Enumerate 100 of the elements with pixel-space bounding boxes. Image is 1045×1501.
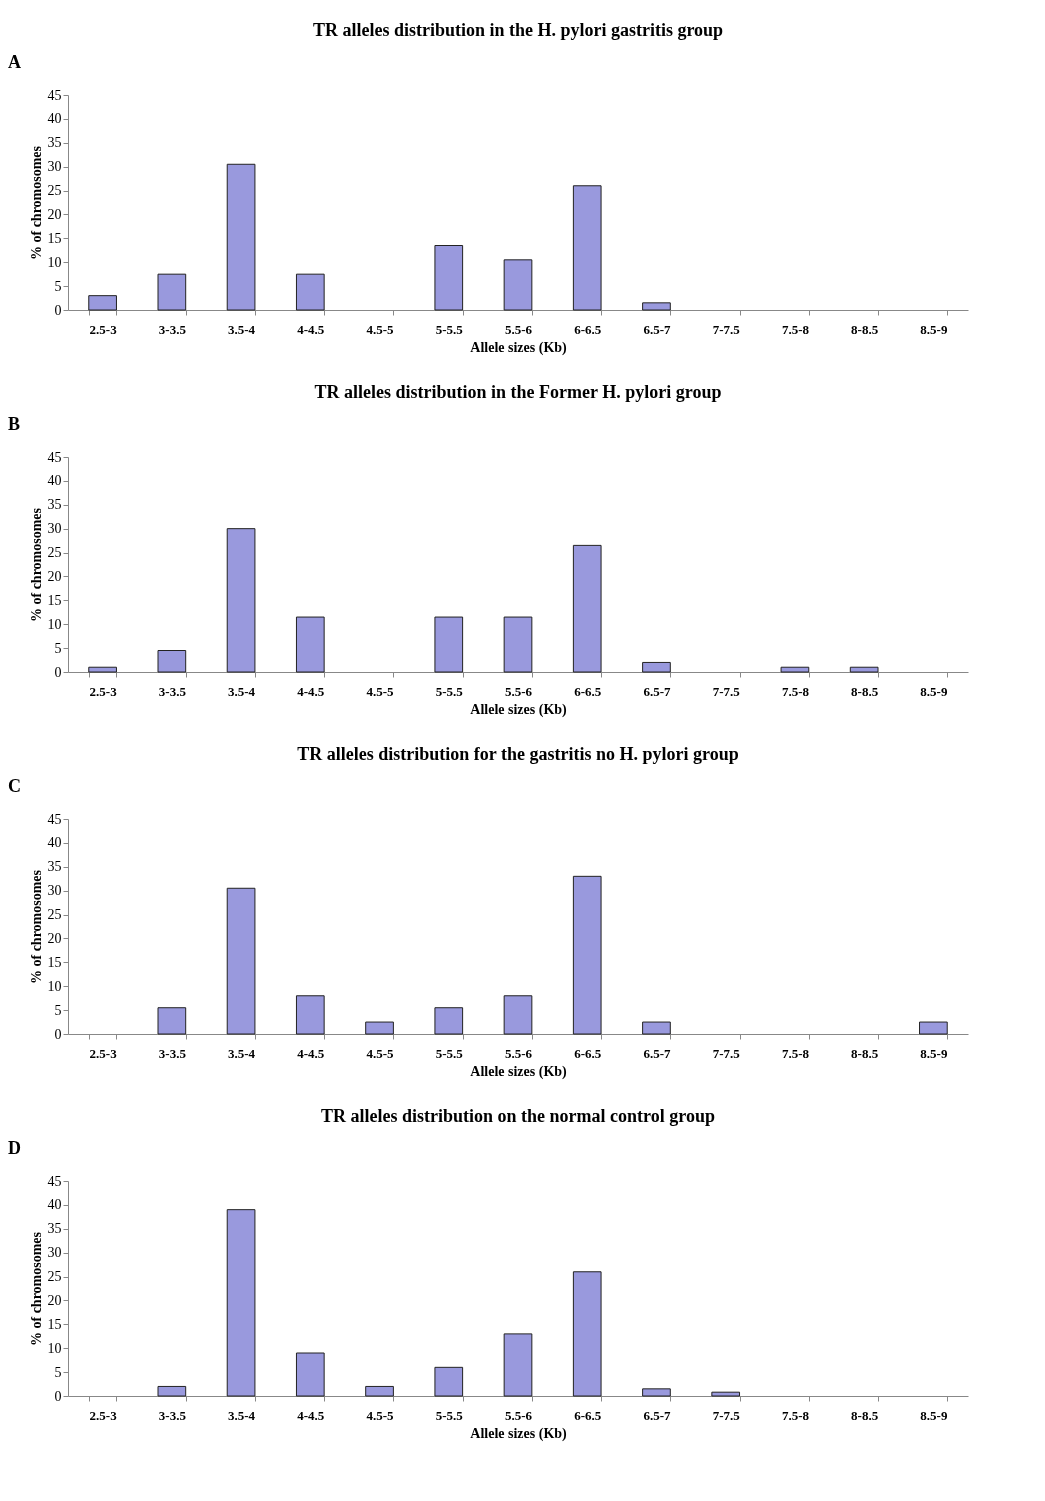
x-axis-title: Allele sizes (Kb): [470, 1425, 568, 1442]
y-tick-label: 30: [47, 883, 62, 899]
bar: [503, 259, 533, 311]
bar: [88, 295, 117, 311]
y-tick-label: 10: [47, 616, 62, 632]
bar: [503, 995, 533, 1035]
text: B: [8, 414, 21, 434]
x-tick-label: 4-4.5: [297, 321, 325, 337]
y-tick-label: 25: [47, 183, 62, 199]
x-tick-label: 3.5-4: [228, 321, 256, 337]
x-tick-label: 5.5-6: [504, 1407, 533, 1423]
y-tick-label: 10: [47, 254, 62, 270]
text: C: [8, 776, 21, 796]
y-tick-label: 35: [47, 1221, 62, 1237]
y-tick-label: 0: [54, 1388, 62, 1404]
x-tick-label: 3-3.5: [158, 321, 187, 337]
bar: [572, 544, 602, 673]
bar: [434, 1366, 464, 1397]
x-tick-label: 6-6.5: [574, 321, 602, 337]
text: A: [8, 52, 21, 72]
x-tick-label: 4-4.5: [297, 683, 325, 699]
x-tick-label: 7.5-8: [781, 321, 810, 337]
x-tick-label: 6.5-7: [643, 1045, 671, 1061]
x-tick-label: 7.5-8: [781, 683, 810, 699]
x-tick-label: 5.5-6: [504, 1045, 533, 1061]
y-tick-label: 10: [47, 978, 62, 994]
x-tick-label: 7.5-8: [781, 1407, 810, 1423]
bar: [572, 185, 602, 311]
y-tick-label: 30: [47, 521, 62, 537]
y-tick-label: 20: [47, 930, 62, 946]
x-tick-label: 4.5-5: [366, 683, 395, 699]
bar: [642, 1021, 671, 1035]
x-tick-label: 6-6.5: [574, 1407, 602, 1423]
y-tick-label: 30: [47, 1245, 62, 1261]
chart-title: TR alleles distribution in the H. pylori gastritis group: [312, 20, 724, 40]
x-tick-label: 7-7.5: [712, 1407, 741, 1423]
y-tick-label: 45: [47, 811, 62, 827]
x-axis-title: Allele sizes (Kb): [470, 1063, 568, 1080]
bar: [572, 875, 602, 1035]
bar: [572, 1271, 602, 1397]
y-tick-label: 45: [47, 449, 62, 465]
bar: [88, 666, 117, 673]
y-tick-label: 5: [54, 278, 62, 294]
bar: [226, 528, 256, 673]
y-tick-label: 15: [47, 954, 62, 970]
y-tick-label: 5: [54, 1002, 62, 1018]
y-tick-label: 45: [47, 1173, 62, 1189]
x-tick-label: 3.5-4: [228, 683, 256, 699]
y-tick-label: 5: [54, 1364, 62, 1380]
x-tick-label: 6.5-7: [643, 683, 671, 699]
y-tick-label: 25: [47, 907, 62, 923]
bar: [226, 887, 256, 1035]
x-tick-label: 6.5-7: [643, 1407, 671, 1423]
x-tick-label: 4-4.5: [297, 1407, 325, 1423]
x-tick-label: 7-7.5: [712, 683, 741, 699]
x-tick-label: 3-3.5: [158, 1407, 187, 1423]
x-tick-label: 7-7.5: [712, 1045, 741, 1061]
bar: [503, 1333, 533, 1397]
y-tick-label: 0: [54, 664, 62, 680]
x-tick-label: 5-5.5: [435, 1045, 464, 1061]
y-tick-label: 20: [47, 568, 62, 584]
bar: [295, 1352, 325, 1397]
bar: [226, 163, 256, 311]
bar: [642, 661, 671, 673]
x-tick-label: 5-5.5: [435, 683, 464, 699]
x-tick-label: 2.5-3: [89, 1407, 118, 1423]
x-tick-label: 7-7.5: [712, 321, 741, 337]
bar: [157, 1007, 187, 1035]
y-tick-label: 40: [47, 473, 62, 489]
x-axis-title: Allele sizes (Kb): [470, 339, 568, 356]
bar: [642, 1388, 671, 1397]
bar: [642, 302, 671, 311]
y-tick-label: 15: [47, 1316, 62, 1332]
bar: [157, 1385, 187, 1397]
x-tick-label: 5-5.5: [435, 321, 464, 337]
y-tick-label: 0: [54, 1026, 62, 1042]
bar: [157, 650, 187, 673]
x-tick-label: 8.5-9: [920, 321, 948, 337]
y-tick-label: 10: [47, 1340, 62, 1356]
x-tick-label: 8-8.5: [851, 1045, 879, 1061]
x-tick-label: 8-8.5: [851, 683, 879, 699]
bar: [365, 1021, 394, 1035]
bar: [503, 616, 533, 673]
x-tick-label: 3.5-4: [228, 1407, 256, 1423]
y-tick-label: 20: [47, 1292, 62, 1308]
y-axis-title: % of chromosomes: [28, 1231, 44, 1347]
x-tick-label: 2.5-3: [89, 683, 118, 699]
x-tick-label: 4.5-5: [366, 321, 395, 337]
y-tick-label: 35: [47, 859, 62, 875]
bar: [919, 1021, 948, 1035]
x-tick-label: 3-3.5: [158, 1045, 187, 1061]
bar: [434, 616, 464, 673]
x-axis-title: Allele sizes (Kb): [470, 701, 568, 718]
chart-title: TR alleles distribution in the Former H. pylori group: [314, 382, 722, 402]
y-tick-label: 30: [47, 159, 62, 175]
y-tick-label: 40: [47, 835, 62, 851]
x-tick-label: 3-3.5: [158, 683, 187, 699]
bar: [295, 273, 325, 311]
y-tick-label: 40: [47, 111, 62, 127]
x-tick-label: 4.5-5: [366, 1407, 395, 1423]
